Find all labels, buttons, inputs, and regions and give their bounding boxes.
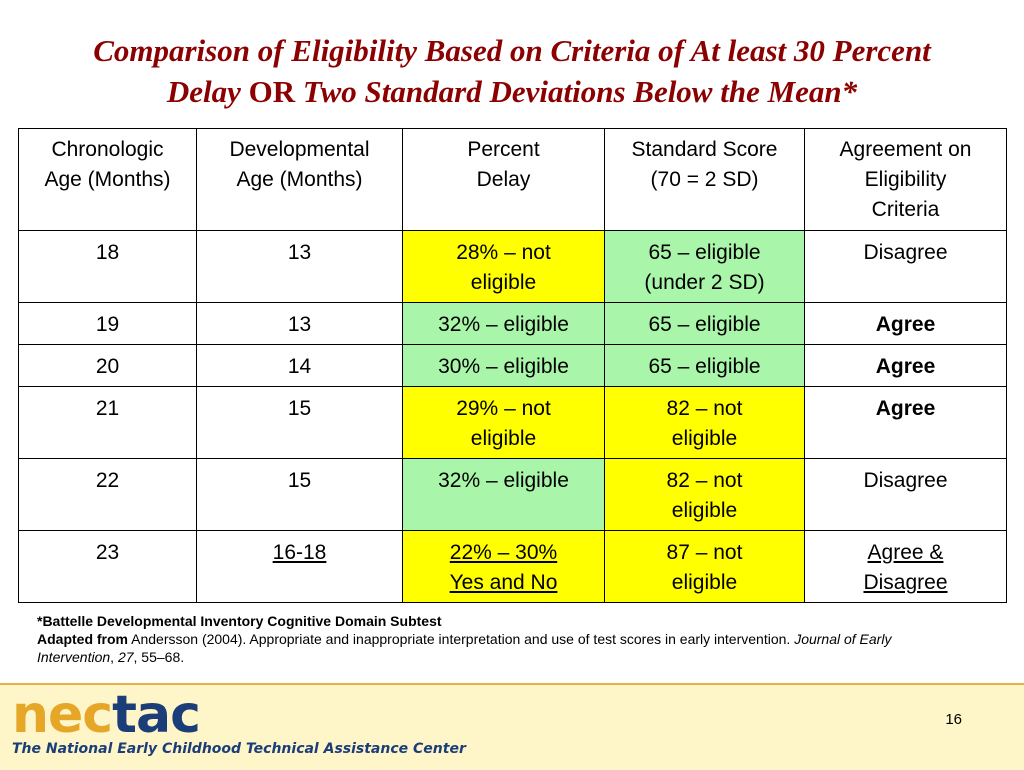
organization-name: The National Early Childhood Technical A…	[12, 741, 466, 757]
page-number: 16	[945, 711, 962, 728]
cell-chronologic-age: 23	[18, 530, 197, 603]
nectac-logo: nectac	[12, 685, 201, 745]
footnote-source: *Battelle Developmental Inventory Cognit…	[37, 613, 442, 629]
cell-percent-delay: 32% – eligible	[402, 458, 605, 531]
header-chronologic-age: Chronologic Age (Months)	[18, 128, 197, 231]
footer-band: nectac The National Early Childhood Tech…	[0, 683, 1024, 770]
table-row: 18 13 28% – not eligible 65 – eligible (…	[18, 230, 1007, 303]
table-row: 21 15 29% – not eligible 82 – not eligib…	[18, 386, 1007, 459]
cell-agreement: Disagree	[804, 458, 1007, 531]
header-standard-score: Standard Score (70 = 2 SD)	[604, 128, 805, 231]
footnote-citation: Adapted from Andersson (2004). Appropria…	[37, 631, 892, 665]
title-line-2: Delay OR Two Standard Deviations Below t…	[166, 74, 858, 109]
eligibility-table-wrap: Chronologic Age (Months) Developmental A…	[18, 128, 1007, 603]
cell-percent-delay: 32% – eligible	[402, 302, 605, 345]
cell-standard-score: 82 – not eligible	[604, 458, 805, 531]
title-or: OR	[248, 74, 296, 109]
cell-standard-score: 82 – not eligible	[604, 386, 805, 459]
cell-chronologic-age: 18	[18, 230, 197, 303]
cell-agreement: Agree	[804, 386, 1007, 459]
cell-standard-score: 87 – not eligible	[604, 530, 805, 603]
cell-agreement: Agree & Disagree	[804, 530, 1007, 603]
cell-developmental-age: 14	[196, 344, 403, 387]
eligibility-table: Chronologic Age (Months) Developmental A…	[18, 128, 1007, 603]
cell-developmental-age: 16-18	[196, 530, 403, 603]
title-line-1: Comparison of Eligibility Based on Crite…	[93, 33, 931, 68]
cell-agreement: Agree	[804, 302, 1007, 345]
cell-standard-score: 65 – eligible (under 2 SD)	[604, 230, 805, 303]
cell-chronologic-age: 19	[18, 302, 197, 345]
table-row: 20 14 30% – eligible 65 – eligible Agree	[18, 344, 1007, 387]
cell-standard-score: 65 – eligible	[604, 302, 805, 345]
header-developmental-age: Developmental Age (Months)	[196, 128, 403, 231]
cell-agreement: Disagree	[804, 230, 1007, 303]
cell-developmental-age: 13	[196, 302, 403, 345]
cell-agreement: Agree	[804, 344, 1007, 387]
table-row: 23 16-18 22% – 30% Yes and No 87 – not e…	[18, 530, 1007, 603]
cell-developmental-age: 13	[196, 230, 403, 303]
table-row: 19 13 32% – eligible 65 – eligible Agree	[18, 302, 1007, 345]
cell-developmental-age: 15	[196, 458, 403, 531]
header-row: Chronologic Age (Months) Developmental A…	[18, 128, 1007, 231]
cell-percent-delay: 30% – eligible	[402, 344, 605, 387]
cell-percent-delay: 29% – not eligible	[402, 386, 605, 459]
cell-developmental-age: 15	[196, 386, 403, 459]
cell-chronologic-age: 22	[18, 458, 197, 531]
header-percent-delay: Percent Delay	[402, 128, 605, 231]
footnote: *Battelle Developmental Inventory Cognit…	[37, 612, 897, 666]
cell-percent-delay: 22% – 30% Yes and No	[402, 530, 605, 603]
table-row: 22 15 32% – eligible 82 – not eligible D…	[18, 458, 1007, 531]
cell-standard-score: 65 – eligible	[604, 344, 805, 387]
header-agreement: Agreement on Eligibility Criteria	[804, 128, 1007, 231]
cell-chronologic-age: 21	[18, 386, 197, 459]
cell-chronologic-age: 20	[18, 344, 197, 387]
cell-percent-delay: 28% – not eligible	[402, 230, 605, 303]
slide-title: Comparison of Eligibility Based on Crite…	[0, 30, 1024, 112]
